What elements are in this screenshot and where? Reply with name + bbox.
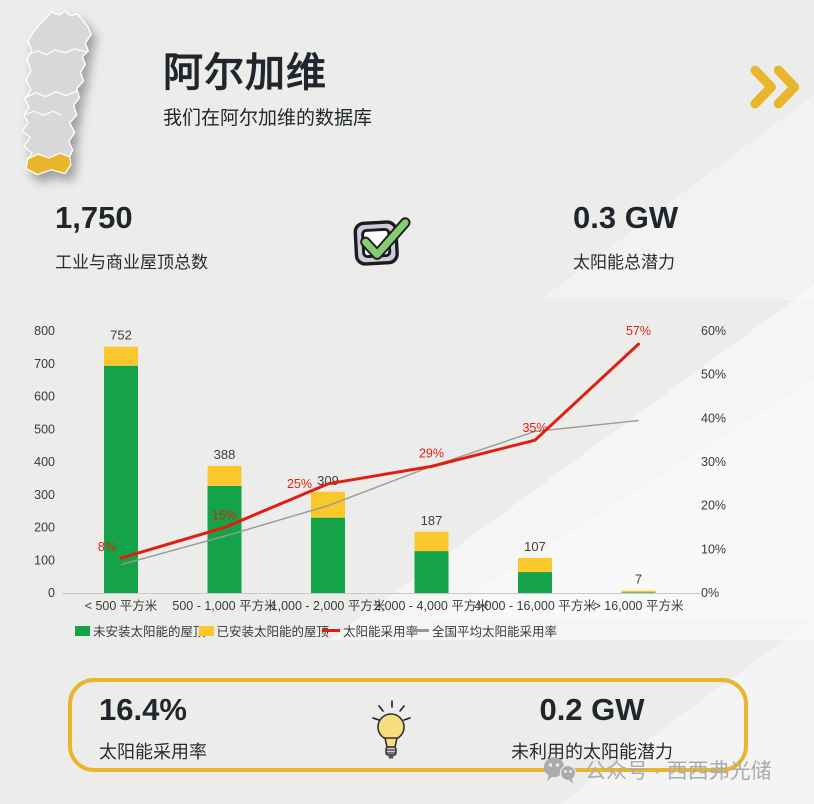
legend-item-adoption-rate: 太阳能采用率: [322, 621, 418, 640]
right-axis-tick: 0%: [701, 586, 719, 600]
right-axis-tick: 40%: [701, 411, 726, 425]
bar-segment-yellow: [207, 465, 242, 486]
chart-legend: 未安装太阳能的屋顶 已安装太阳能的屋顶 太阳能采用率 全国平均太阳能采用率: [75, 621, 557, 640]
left-axis-tick: 800: [34, 324, 55, 338]
legend-item-no-solar: 未安装太阳能的屋顶: [75, 621, 206, 640]
right-axis-tick: 60%: [701, 324, 726, 338]
adoption-label: 太阳能采用率: [99, 742, 207, 762]
legend-label: 未安装太阳能的屋顶: [93, 625, 206, 639]
bar-value-label: 187: [421, 513, 443, 528]
bar-segment-green: [311, 517, 345, 593]
adoption-stat: 16.4% 太阳能采用率: [99, 692, 207, 764]
left-axis-tick: 700: [34, 357, 55, 371]
bar-segment-green: [621, 592, 656, 593]
adoption-point-label: 57%: [626, 324, 651, 338]
bar-segment-yellow: [104, 346, 138, 366]
roofs-stat: 1,750 工业与商业屋顶总数: [55, 200, 208, 273]
left-axis-tick: 200: [34, 521, 55, 535]
bar-segment-green: [414, 551, 449, 593]
adoption-point-label: 8%: [98, 540, 116, 554]
portugal-outline: [21, 10, 92, 176]
right-axis-tick: 10%: [701, 542, 726, 556]
watermark-text: 公众号 · 西西弗光储: [585, 760, 772, 783]
adoption-value: 16.4%: [99, 692, 187, 727]
adoption-point-label: 29%: [419, 446, 444, 460]
lightbulb-icon: [372, 700, 411, 759]
legend-swatch-green: [75, 625, 90, 636]
checkbox-check-icon: [353, 217, 411, 266]
legend-swatch-yellow: [198, 625, 214, 636]
bar-segment-green: [518, 572, 552, 593]
left-axis-tick: 500: [34, 422, 55, 436]
category-label: 2,000 - 4,000 平方米: [374, 598, 489, 613]
double-chevron-right-icon[interactable]: [748, 56, 806, 118]
left-axis-tick: 300: [34, 488, 55, 502]
roofs-label: 工业与商业屋顶总数: [55, 253, 208, 272]
legend-label: 全国平均太阳能采用率: [432, 625, 558, 639]
roofs-value: 1,750: [55, 200, 133, 235]
left-axis-tick: 0: [48, 586, 55, 600]
national-average-line: [120, 419, 639, 566]
untapped-value: 0.2 GW: [539, 692, 645, 727]
page-title: 阿尔加维: [163, 51, 327, 95]
right-axis-tick: 20%: [701, 499, 726, 513]
right-axis-tick: 30%: [701, 455, 726, 469]
category-label: > 16,000 平方米: [594, 598, 684, 613]
bar-value-label: 388: [214, 447, 236, 462]
bar-value-label: 7: [635, 572, 642, 587]
adoption-rate-line: [119, 342, 640, 560]
category-label: 500 - 1,000 平方米: [172, 598, 277, 613]
untapped-stat: 0.2 GW 未利用的太阳能潜力: [472, 692, 712, 764]
wechat-icon: [544, 757, 577, 784]
bar-value-label: 752: [110, 328, 132, 343]
portugal-map: [14, 8, 112, 193]
page-subtitle: 我们在阿尔加维的数据库: [163, 108, 373, 129]
potential-stat: 0.3 GW 太阳能总潜力: [573, 200, 678, 273]
watermark: 公众号 · 西西弗光储: [541, 755, 772, 785]
bar-segment-yellow: [414, 531, 449, 552]
legend-item-with-solar: 已安装太阳能的屋顶: [198, 621, 330, 640]
bar-segment-yellow: [311, 491, 345, 518]
algarve-region: [25, 152, 72, 176]
legend-swatch-gray-line: [411, 629, 430, 632]
bar-value-label: 107: [524, 539, 546, 554]
category-label: 1,000 - 2,000 平方米: [271, 598, 386, 613]
category-label: 4,000 - 16,000 平方米: [474, 598, 596, 613]
left-axis-tick: 600: [34, 390, 55, 404]
bar-segment-yellow: [621, 590, 656, 593]
legend-swatch-red-line: [322, 629, 341, 632]
left-axis-tick: 400: [34, 455, 55, 469]
untapped-label: 未利用的太阳能潜力: [511, 742, 673, 762]
adoption-point-label: 35%: [522, 421, 547, 435]
potential-label: 太阳能总潜力: [573, 253, 675, 272]
summary-box: 16.4% 太阳能采用率 0.2 GW 未利用的太阳能潜力: [68, 678, 748, 772]
category-label: < 500 平方米: [85, 598, 158, 613]
potential-value: 0.3 GW: [573, 200, 679, 235]
left-axis-tick: 100: [34, 553, 55, 567]
legend-item-national-average: 全国平均太阳能采用率: [411, 621, 557, 640]
right-axis-tick: 50%: [701, 368, 726, 382]
legend-label: 太阳能采用率: [343, 625, 419, 639]
adoption-point-label: 15%: [212, 509, 237, 523]
legend-label: 已安装太阳能的屋顶: [216, 625, 330, 639]
adoption-point-label: 25%: [287, 477, 312, 491]
bar-segment-yellow: [518, 557, 552, 573]
